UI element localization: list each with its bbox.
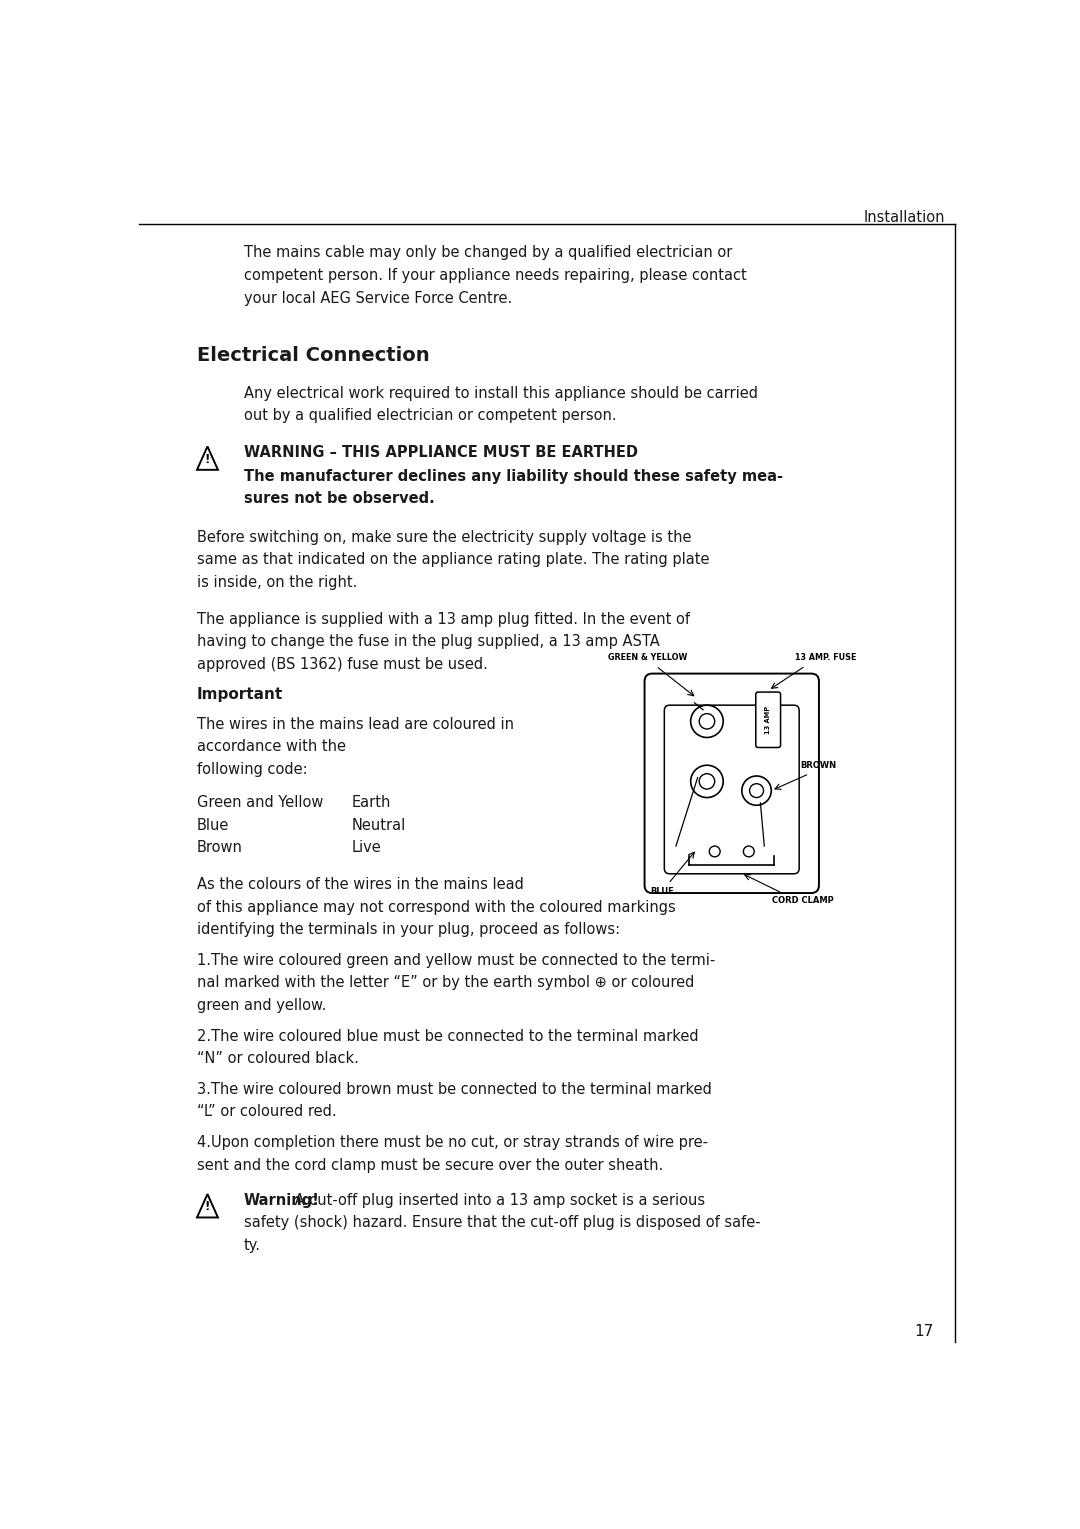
Text: The appliance is supplied with a 13 amp plug fitted. In the event of: The appliance is supplied with a 13 amp … [197,612,690,627]
Text: The wires in the mains lead are coloured in: The wires in the mains lead are coloured… [197,717,514,732]
Text: 3.The wire coloured brown must be connected to the terminal marked: 3.The wire coloured brown must be connec… [197,1081,712,1096]
Text: Neutral: Neutral [352,818,406,833]
Text: following code:: following code: [197,761,308,777]
Text: Live: Live [352,841,381,855]
Text: Before switching on, make sure the electricity supply voltage is the: Before switching on, make sure the elect… [197,529,691,544]
Text: !: ! [205,453,211,466]
Text: Green and Yellow: Green and Yellow [197,795,323,810]
Text: “N” or coloured black.: “N” or coloured black. [197,1052,359,1066]
Text: is inside, on the right.: is inside, on the right. [197,575,357,590]
Text: accordance with the: accordance with the [197,740,346,754]
Text: your local AEG Service Force Centre.: your local AEG Service Force Centre. [243,291,512,306]
Text: As the colours of the wires in the mains lead: As the colours of the wires in the mains… [197,876,524,891]
Text: Any electrical work required to install this appliance should be carried: Any electrical work required to install … [243,385,757,401]
Text: 2.The wire coloured blue must be connected to the terminal marked: 2.The wire coloured blue must be connect… [197,1029,699,1044]
Text: 4.Upon completion there must be no cut, or stray strands of wire pre-: 4.Upon completion there must be no cut, … [197,1135,708,1150]
Text: The manufacturer declines any liability should these safety mea-: The manufacturer declines any liability … [243,469,783,483]
Text: sures not be observed.: sures not be observed. [243,491,434,506]
Text: having to change the fuse in the plug supplied, a 13 amp ASTA: having to change the fuse in the plug su… [197,635,660,650]
Text: WARNING – THIS APPLIANCE MUST BE EARTHED: WARNING – THIS APPLIANCE MUST BE EARTHED [243,445,637,460]
Text: Earth: Earth [352,795,391,810]
Text: A cut-off plug inserted into a 13 amp socket is a serious: A cut-off plug inserted into a 13 amp so… [291,1193,705,1208]
Text: !: ! [205,1200,211,1214]
Text: 13 AMP: 13 AMP [765,706,771,734]
Text: 17: 17 [914,1324,933,1339]
Text: Electrical Connection: Electrical Connection [197,346,430,364]
Text: 1.The wire coloured green and yellow must be connected to the termi-: 1.The wire coloured green and yellow mus… [197,953,715,968]
Text: Important: Important [197,688,283,702]
Text: 13 AMP. FUSE: 13 AMP. FUSE [795,653,856,662]
Text: approved (BS 1362) fuse must be used.: approved (BS 1362) fuse must be used. [197,657,488,673]
Text: identifying the terminals in your plug, proceed as follows:: identifying the terminals in your plug, … [197,922,620,937]
Text: Installation: Installation [863,211,945,225]
Text: CORD CLAMP: CORD CLAMP [772,896,834,905]
Text: sent and the cord clamp must be secure over the outer sheath.: sent and the cord clamp must be secure o… [197,1157,663,1173]
FancyBboxPatch shape [645,674,819,893]
Text: competent person. If your appliance needs repairing, please contact: competent person. If your appliance need… [243,268,746,283]
Text: green and yellow.: green and yellow. [197,998,326,1014]
FancyBboxPatch shape [664,705,799,873]
Text: nal marked with the letter “E” or by the earth symbol ⊕ or coloured: nal marked with the letter “E” or by the… [197,976,694,991]
Text: BLUE: BLUE [650,887,674,896]
FancyBboxPatch shape [756,693,781,748]
Text: “L” or coloured red.: “L” or coloured red. [197,1104,337,1119]
Text: BROWN: BROWN [800,761,836,769]
Text: safety (shock) hazard. Ensure that the cut-off plug is disposed of safe-: safety (shock) hazard. Ensure that the c… [243,1216,760,1231]
Text: Brown: Brown [197,841,243,855]
Text: ty.: ty. [243,1238,260,1252]
Text: Warning!: Warning! [243,1193,320,1208]
Text: out by a qualified electrician or competent person.: out by a qualified electrician or compet… [243,408,616,424]
Text: The mains cable may only be changed by a qualified electrician or: The mains cable may only be changed by a… [243,245,732,260]
Text: of this appliance may not correspond with the coloured markings: of this appliance may not correspond wit… [197,899,676,914]
Text: same as that indicated on the appliance rating plate. The rating plate: same as that indicated on the appliance … [197,552,710,567]
Text: GREEN & YELLOW: GREEN & YELLOW [608,653,688,662]
Text: Blue: Blue [197,818,229,833]
